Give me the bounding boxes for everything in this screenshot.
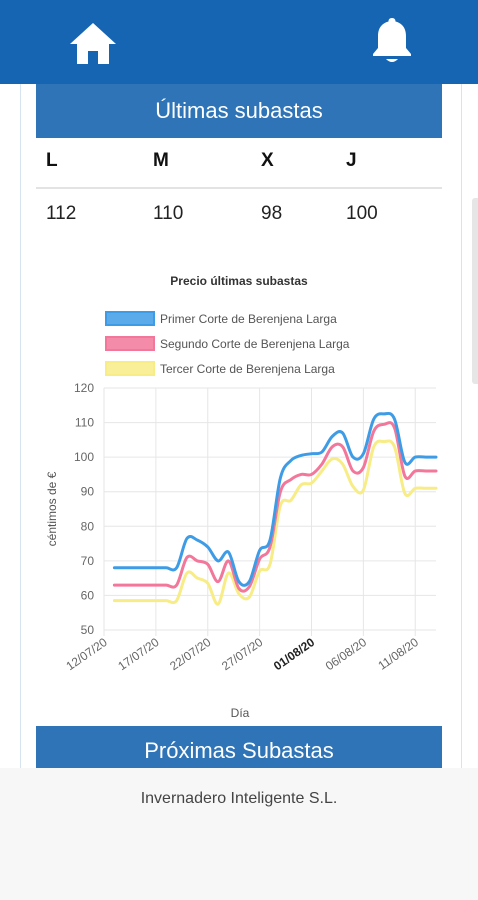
column-header-j: J xyxy=(346,150,357,171)
company-name: Invernadero Inteligente S.L. xyxy=(140,790,338,807)
x-tick-label: 27/07/20 xyxy=(219,635,266,673)
x-tick-label: 01/08/20 xyxy=(271,635,318,673)
value-j: 100 xyxy=(346,203,378,224)
home-icon[interactable] xyxy=(68,20,118,66)
value-x: 98 xyxy=(261,203,283,224)
side-panel-handle[interactable] xyxy=(472,198,478,384)
y-tick-label: 90 xyxy=(81,485,95,499)
legend-label-3: Tercer Corte de Berenjena Larga xyxy=(160,362,335,376)
content-card xyxy=(20,84,462,768)
series-line-1 xyxy=(112,411,438,587)
next-auctions-header: Próximas Subastas xyxy=(36,726,442,768)
value-l: 112 xyxy=(46,203,77,224)
legend-swatch-2 xyxy=(105,336,155,351)
x-tick-label: 11/08/20 xyxy=(375,635,421,673)
price-chart-svg: Precio últimas subastas Primer Corte de B… xyxy=(45,274,438,720)
y-tick-label: 50 xyxy=(81,623,95,637)
y-tick-label: 100 xyxy=(74,450,94,464)
price-chart: Precio últimas subastas Primer Corte de B… xyxy=(36,260,442,726)
last-auctions-header: Últimas subastas xyxy=(36,84,442,138)
column-header-m: M xyxy=(153,150,169,171)
legend-label-2: Segundo Corte de Berenjena Larga xyxy=(160,337,350,351)
series-line-3 xyxy=(112,439,438,606)
column-header-l: L xyxy=(46,150,58,171)
y-axis-title: céntimos de € xyxy=(45,471,59,546)
legend-swatch-1 xyxy=(105,311,155,326)
legend-label-1: Primer Corte de Berenjena Larga xyxy=(160,312,337,326)
x-tick-label: 12/07/20 xyxy=(63,635,110,673)
y-tick-label: 60 xyxy=(81,588,95,602)
y-tick-label: 120 xyxy=(74,381,94,395)
column-header-x: X xyxy=(261,150,274,171)
legend-swatch-3 xyxy=(105,361,155,376)
y-tick-label: 110 xyxy=(75,416,94,430)
bell-icon[interactable] xyxy=(370,15,414,65)
footer: Invernadero Inteligente S.L. xyxy=(0,768,478,900)
top-app-bar xyxy=(0,0,478,84)
x-tick-label: 17/07/20 xyxy=(115,635,162,673)
y-tick-label: 80 xyxy=(81,519,95,533)
x-tick-label: 06/08/20 xyxy=(323,635,370,673)
x-axis-title: Día xyxy=(231,706,250,720)
table-divider xyxy=(36,187,442,189)
value-m: 110 xyxy=(153,203,184,224)
chart-title: Precio últimas subastas xyxy=(170,274,308,288)
x-tick-label: 22/07/20 xyxy=(167,635,214,673)
y-tick-label: 70 xyxy=(81,554,95,568)
